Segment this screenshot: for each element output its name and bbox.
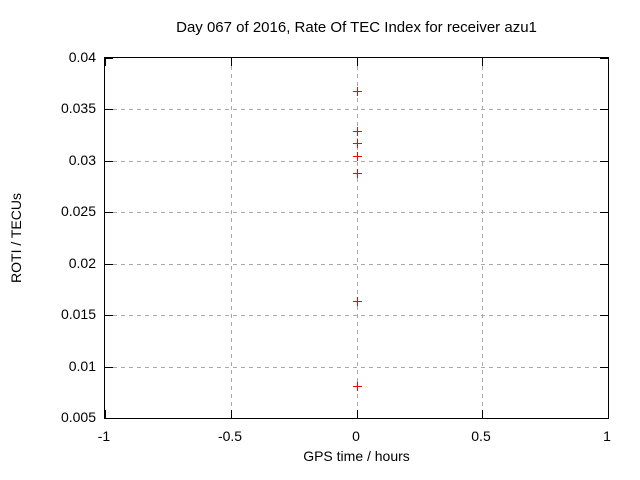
data-point-marker — [353, 152, 362, 161]
gridline-horizontal — [105, 315, 608, 316]
y-tick-mark — [600, 315, 608, 316]
y-tick-mark — [600, 109, 608, 110]
x-tick-mark — [231, 58, 232, 66]
y-tick-mark — [105, 109, 113, 110]
data-point-marker — [353, 169, 362, 178]
y-tick-mark — [105, 58, 113, 59]
x-tick-label: -1 — [97, 428, 111, 444]
gridline-horizontal — [105, 367, 608, 368]
y-tick-mark — [600, 161, 608, 162]
x-axis-label: GPS time / hours — [303, 448, 410, 464]
plus-icon — [357, 382, 358, 391]
plot-area — [104, 57, 609, 419]
x-tick-mark — [105, 410, 106, 418]
plus-icon — [357, 127, 358, 136]
plus-icon — [357, 169, 358, 178]
chart-title: Day 067 of 2016, Rate Of TEC Index for r… — [176, 19, 537, 36]
gridline-vertical — [482, 58, 483, 418]
y-tick-mark — [600, 367, 608, 368]
y-tick-label: 0.03 — [68, 152, 96, 168]
x-tick-label: 1 — [603, 428, 611, 444]
data-point-marker — [353, 382, 362, 391]
y-tick-mark — [105, 367, 113, 368]
x-tick-label: 0 — [352, 428, 360, 444]
plus-icon — [357, 297, 358, 306]
plus-icon — [357, 152, 358, 161]
data-point-marker — [353, 297, 362, 306]
gridline-horizontal — [105, 161, 608, 162]
y-tick-label: 0.035 — [60, 100, 96, 116]
x-tick-mark — [231, 410, 232, 418]
plus-icon — [357, 87, 358, 96]
y-tick-label: 0.02 — [68, 255, 96, 271]
y-tick-mark — [105, 264, 113, 265]
gridline-horizontal — [105, 212, 608, 213]
y-tick-label: 0.005 — [60, 409, 96, 425]
y-tick-mark — [105, 315, 113, 316]
data-point-marker — [353, 139, 362, 148]
y-tick-mark — [105, 418, 113, 419]
gridline-vertical — [357, 58, 358, 418]
gridline-horizontal — [105, 264, 608, 265]
y-tick-label: 0.04 — [68, 49, 96, 65]
x-tick-mark — [357, 410, 358, 418]
x-tick-label: 0.5 — [471, 428, 491, 444]
x-tick-label: -0.5 — [217, 428, 243, 444]
x-tick-mark — [608, 58, 609, 66]
y-tick-mark — [600, 212, 608, 213]
y-tick-label: 0.025 — [60, 203, 96, 219]
x-tick-mark — [105, 58, 106, 66]
data-point-marker — [353, 87, 362, 96]
y-tick-label: 0.015 — [60, 306, 96, 322]
x-tick-mark — [357, 58, 358, 66]
plus-icon — [357, 139, 358, 148]
y-tick-mark — [105, 212, 113, 213]
x-tick-mark — [608, 410, 609, 418]
x-tick-mark — [482, 410, 483, 418]
x-tick-mark — [482, 58, 483, 66]
gridline-horizontal — [105, 109, 608, 110]
y-tick-mark — [105, 161, 113, 162]
y-tick-label: 0.01 — [68, 358, 96, 374]
y-tick-mark — [600, 418, 608, 419]
data-point-marker — [353, 127, 362, 136]
gridline-vertical — [231, 58, 232, 418]
y-tick-mark — [600, 58, 608, 59]
y-tick-mark — [600, 264, 608, 265]
